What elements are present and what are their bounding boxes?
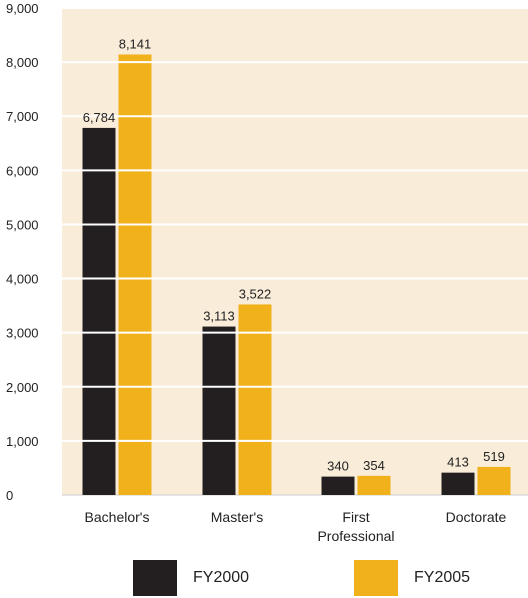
y-tick-label: 2,000: [6, 380, 39, 395]
bar-fy2000: [321, 476, 355, 495]
category-label: First: [342, 509, 369, 525]
legend-swatch-fy2005: [354, 560, 398, 596]
data-label: 354: [363, 458, 385, 473]
data-label: 519: [483, 449, 505, 464]
y-tick-label: 3,000: [6, 326, 39, 341]
bar-fy2000: [82, 127, 116, 496]
legend-item-fy2000: FY2000: [133, 558, 249, 598]
bar-chart: 0 1,000 2,000 3,000 4,000 5,000 6,000 7,000 8,00…: [6, 1, 528, 544]
y-tick-label: 0: [6, 488, 13, 503]
legend: FY2000 FY2005: [0, 558, 528, 598]
y-tick-label: 5,000: [6, 217, 39, 232]
bar-fy2000: [202, 326, 236, 495]
y-tick-label: 6,000: [6, 163, 39, 178]
legend-label-fy2005: FY2005: [414, 569, 471, 586]
data-label: 6,784: [83, 110, 116, 125]
y-tick-label: 1,000: [6, 434, 39, 449]
category-label: Master's: [211, 509, 263, 525]
y-tick-label: 8,000: [6, 55, 39, 70]
data-label: 8,141: [119, 36, 152, 51]
data-label: 413: [447, 455, 469, 470]
bar-fy2005: [238, 304, 272, 495]
data-label: 3,522: [239, 286, 272, 301]
data-label: 3,113: [203, 309, 235, 324]
category-label: Bachelor's: [85, 509, 150, 525]
legend-item-fy2005: FY2005: [354, 558, 470, 598]
category-label: Doctorate: [446, 509, 507, 525]
bar-fy2005: [357, 475, 391, 495]
bar-fy2000: [441, 472, 475, 495]
y-tick-label: 9,000: [6, 1, 39, 16]
y-tick-label: 4,000: [6, 272, 39, 287]
bar-fy2005: [118, 54, 152, 495]
bar-fy2005: [477, 466, 511, 495]
y-tick-label: 7,000: [6, 109, 39, 124]
data-label: 340: [327, 459, 349, 474]
category-label: Professional: [317, 528, 394, 544]
legend-label-fy2000: FY2000: [193, 569, 250, 586]
legend-swatch-fy2000: [133, 560, 177, 596]
